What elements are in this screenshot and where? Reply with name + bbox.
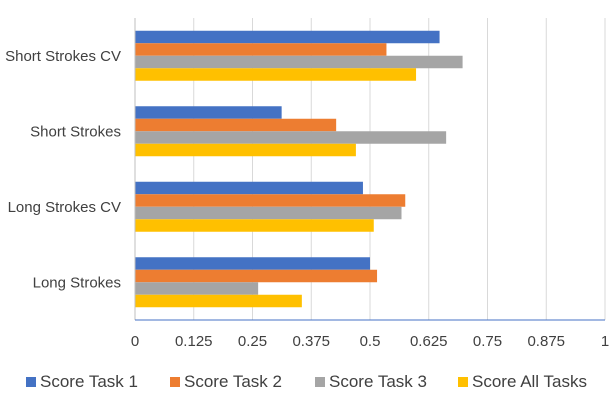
- bar: [135, 131, 447, 144]
- bar: [135, 269, 378, 283]
- x-tick-label: 0.75: [473, 333, 502, 350]
- category-labels: Long Strokes Long Strokes CV Short Strokes…: [5, 48, 121, 292]
- x-tick-label: 1: [601, 333, 609, 350]
- bar: [135, 43, 387, 56]
- bar: [135, 282, 259, 295]
- legend-swatch: [26, 377, 36, 387]
- bar: [135, 194, 406, 207]
- x-tick-labels: 0 0.125 0.25 0.375 0.5 0.625 0.75 0.875 1: [131, 333, 609, 350]
- x-tick-label: 0.5: [360, 333, 381, 350]
- category-label: Short Strokes CV: [5, 48, 121, 65]
- legend-label: Score Task 3: [329, 372, 427, 391]
- bar: [135, 55, 463, 69]
- bar: [135, 257, 370, 270]
- legend: Score Task 1 Score Task 2 Score Task 3 Scor…: [26, 372, 587, 391]
- bars: [135, 30, 463, 308]
- bar: [135, 68, 417, 81]
- x-tick-label: 0.875: [527, 333, 565, 350]
- bar: [135, 106, 282, 119]
- legend-label: Score Task 2: [184, 372, 282, 391]
- bar: [135, 181, 363, 195]
- x-tick-label: 0.625: [410, 333, 448, 350]
- axes: [134, 18, 605, 321]
- bar: [135, 30, 440, 44]
- bar: [135, 206, 402, 220]
- legend-label: Score Task 1: [40, 372, 138, 391]
- category-label: Long Strokes CV: [8, 199, 121, 216]
- category-label: Short Strokes: [30, 123, 121, 140]
- x-tick-label: 0: [131, 333, 139, 350]
- legend-swatch: [170, 377, 180, 387]
- legend-swatch: [458, 377, 468, 387]
- category-label: Long Strokes: [33, 274, 121, 291]
- legend-label: Score All Tasks: [472, 372, 587, 391]
- x-tick-label: 0.25: [238, 333, 267, 350]
- bar: [135, 294, 302, 308]
- bar: [135, 118, 337, 132]
- x-tick-label: 0.375: [292, 333, 330, 350]
- x-tick-label: 0.125: [175, 333, 213, 350]
- legend-swatch: [315, 377, 325, 387]
- bar: [135, 219, 374, 232]
- bar: [135, 143, 356, 157]
